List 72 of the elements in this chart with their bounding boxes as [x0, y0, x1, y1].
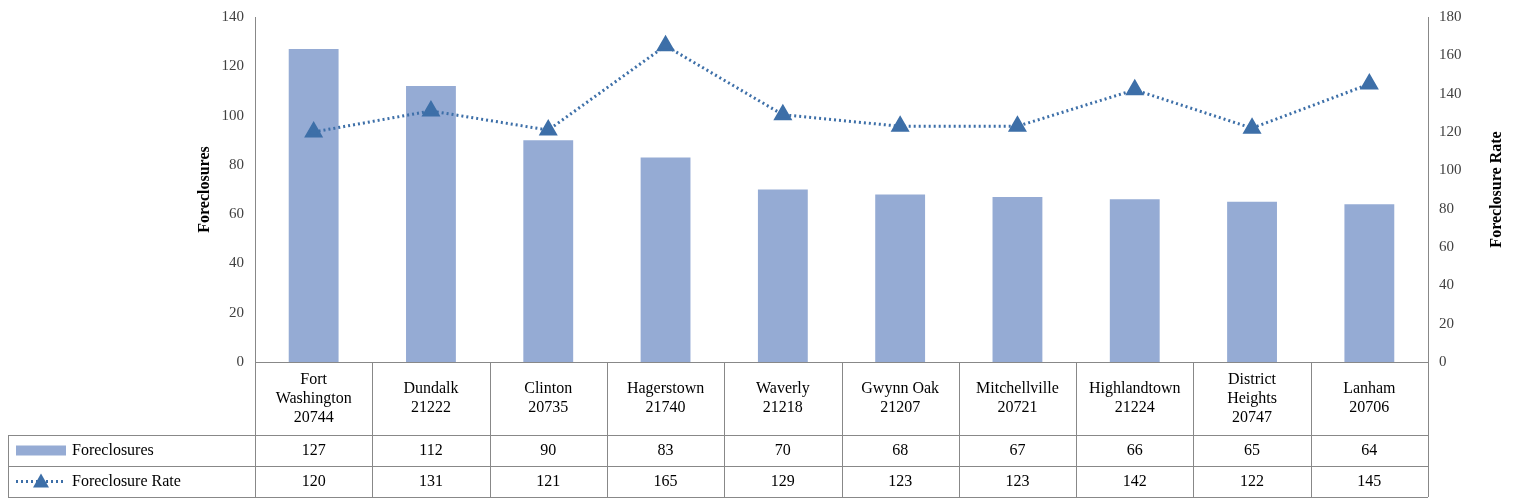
y-tick-label: 120: [221, 57, 244, 74]
data-label: 83: [657, 440, 674, 458]
x-tick-label: Highlandtown 21224: [1088, 379, 1181, 416]
bar: [1344, 204, 1395, 362]
y2-tick-label: 120: [1439, 122, 1462, 139]
data-label: 129: [770, 471, 795, 489]
legend-label: Foreclosure Rate: [72, 471, 181, 489]
data-label: 70: [774, 440, 791, 458]
y2-tick-label: 20: [1439, 314, 1454, 331]
data-label: 90: [540, 440, 557, 458]
bar: [288, 49, 339, 362]
data-label: 66: [1126, 440, 1143, 458]
y2-axis-title: Foreclosure Rate: [1487, 131, 1505, 248]
point: [1009, 116, 1026, 132]
bar: [406, 86, 456, 362]
point: [1360, 74, 1378, 90]
bar: [640, 157, 691, 362]
point: [1126, 80, 1144, 96]
point: [539, 120, 557, 136]
data-label: 145: [1357, 471, 1382, 489]
legend-label: Foreclosures: [72, 440, 154, 458]
data-label: 68: [892, 440, 909, 458]
y2-tick-label: 60: [1439, 237, 1454, 254]
point: [1243, 118, 1261, 134]
data-label: 121: [536, 471, 561, 489]
x-tick-label: Fort Washington 20744: [275, 369, 352, 425]
x-tick-label: Mitchellville 20721: [976, 379, 1059, 416]
y2-tick-label: 0: [1439, 352, 1447, 369]
bar: [523, 140, 574, 362]
y-tick-label: 80: [229, 155, 244, 172]
point: [305, 122, 323, 138]
y-tick-label: 20: [229, 303, 244, 320]
x-tick-label: Lanham 20706: [1343, 379, 1397, 416]
x-tick-label: Gwynn Oak 21207: [861, 379, 940, 416]
data-label: 131: [418, 471, 443, 489]
x-tick-label: Waverly 21218: [755, 379, 810, 416]
data-label: 65: [1244, 440, 1261, 458]
point: [422, 101, 440, 117]
data-label: 112: [419, 440, 443, 458]
y-axis-title: Foreclosures: [195, 146, 213, 233]
data-label: 142: [1122, 471, 1147, 489]
x-tick-label: District Heights 20747: [1227, 369, 1277, 425]
y-tick-label: 0: [236, 352, 244, 369]
y2-tick-label: 160: [1439, 46, 1462, 63]
data-label: 123: [888, 471, 913, 489]
y2-tick-label: 100: [1439, 161, 1462, 178]
data-label: 123: [1005, 471, 1030, 489]
point: [891, 116, 909, 132]
y-tick-label: 40: [229, 254, 244, 271]
data-label: 127: [301, 440, 326, 458]
point: [657, 36, 674, 52]
y-tick-label: 100: [221, 106, 244, 123]
data-label: 120: [301, 471, 326, 489]
data-label: 165: [653, 471, 678, 489]
bar: [1227, 201, 1277, 362]
x-tick-label: Dundalk 21222: [403, 379, 459, 416]
y2-tick-label: 80: [1439, 199, 1454, 216]
y2-tick-label: 180: [1439, 7, 1462, 24]
bar: [757, 189, 808, 362]
bar: [1109, 199, 1160, 362]
y2-tick-label: 40: [1439, 276, 1454, 293]
y-tick-label: 140: [221, 7, 244, 24]
data-label: 122: [1240, 471, 1265, 489]
bar: [875, 194, 926, 362]
data-label: 67: [1009, 440, 1026, 458]
x-tick-label: Hagerstown 21740: [626, 379, 705, 416]
x-tick-label: Clinton 20735: [524, 379, 573, 416]
bar: [992, 196, 1043, 362]
point: [774, 105, 792, 121]
y-tick-label: 60: [229, 205, 244, 222]
y2-tick-label: 140: [1439, 84, 1462, 101]
data-label: 64: [1361, 440, 1378, 458]
